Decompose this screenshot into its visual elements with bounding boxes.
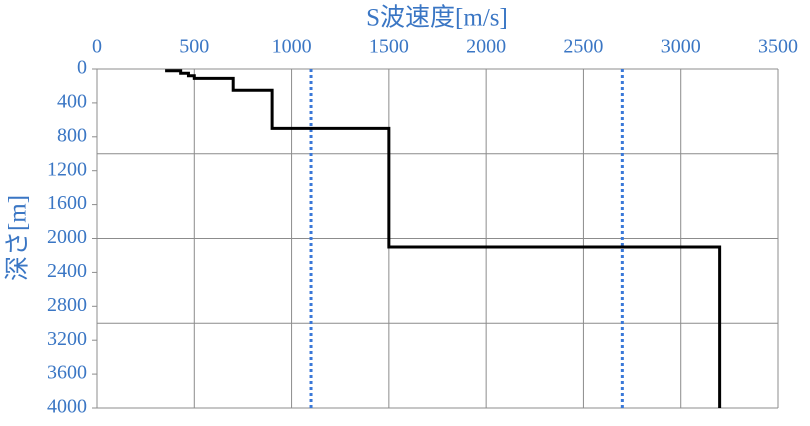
y-tick-label: 3200 [47,328,87,350]
y-tick-label: 3600 [47,362,87,384]
y-tick-label: 2000 [47,226,87,248]
x-tick-label: 3000 [661,36,701,58]
y-tick-label: 2800 [47,294,87,316]
x-tick-label: 1500 [369,36,409,58]
y-tick-label: 1200 [47,158,87,180]
x-tick-label: 2000 [466,36,506,58]
y-tick-label: 2400 [47,260,87,282]
x-tick-label: 3500 [758,36,798,58]
x-tick-label: 2500 [563,36,603,58]
y-tick-label: 4000 [47,396,87,418]
y-tick-label: 800 [57,124,87,146]
y-tick-label: 1600 [47,192,87,214]
profile-line [165,69,722,408]
x-tick-label: 1000 [272,36,312,58]
y-tick-label: 400 [57,90,87,112]
x-tick-label: 0 [92,36,102,58]
y-tick-label: 0 [77,57,87,79]
x-axis-title: S波速度[m/s] [366,4,508,32]
x-tick-label: 500 [179,36,209,58]
y-axis-title: 深さ[m] [4,195,32,281]
